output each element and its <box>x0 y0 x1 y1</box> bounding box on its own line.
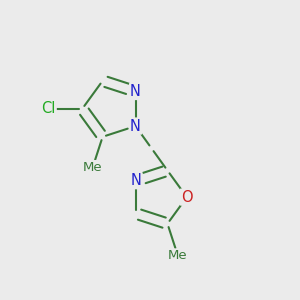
Text: Cl: Cl <box>41 101 56 116</box>
Text: N: N <box>130 118 141 134</box>
Text: N: N <box>130 84 141 99</box>
Text: Me: Me <box>83 161 102 174</box>
Text: Me: Me <box>168 249 188 262</box>
Text: O: O <box>181 190 193 205</box>
Text: N: N <box>131 173 142 188</box>
